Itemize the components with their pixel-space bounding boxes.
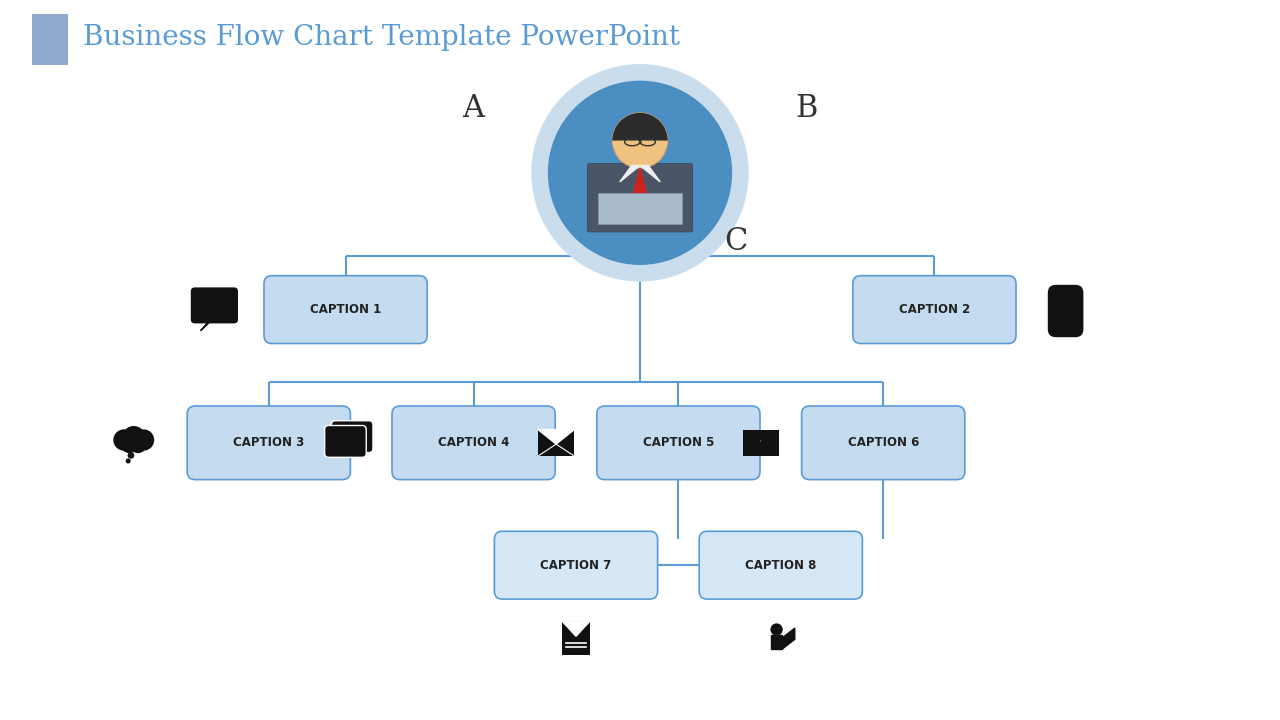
FancyBboxPatch shape	[1048, 285, 1083, 337]
Polygon shape	[782, 628, 795, 649]
Text: CAPTION 4: CAPTION 4	[438, 436, 509, 449]
Text: CAPTION 3: CAPTION 3	[233, 436, 305, 449]
Circle shape	[125, 459, 131, 464]
Text: CAPTION 7: CAPTION 7	[540, 559, 612, 572]
Circle shape	[114, 429, 134, 451]
Circle shape	[129, 435, 147, 453]
Text: Business Flow Chart Template PowerPoint: Business Flow Chart Template PowerPoint	[83, 24, 680, 51]
Wedge shape	[612, 113, 668, 140]
Text: A: A	[462, 92, 485, 124]
FancyBboxPatch shape	[801, 406, 965, 480]
Text: CAPTION 5: CAPTION 5	[643, 436, 714, 449]
FancyBboxPatch shape	[392, 406, 556, 480]
Text: CAPTION 1: CAPTION 1	[310, 303, 381, 316]
FancyBboxPatch shape	[32, 14, 68, 65]
Polygon shape	[538, 430, 575, 444]
FancyBboxPatch shape	[264, 276, 428, 343]
Polygon shape	[640, 166, 660, 182]
FancyBboxPatch shape	[699, 531, 863, 599]
Text: C: C	[724, 225, 748, 257]
FancyBboxPatch shape	[191, 287, 238, 323]
Text: @: @	[760, 441, 762, 442]
Circle shape	[122, 426, 146, 449]
FancyBboxPatch shape	[538, 430, 575, 456]
FancyBboxPatch shape	[187, 406, 351, 480]
Circle shape	[128, 452, 134, 459]
Circle shape	[771, 624, 783, 636]
Polygon shape	[632, 168, 648, 200]
Circle shape	[531, 64, 749, 282]
Text: CAPTION 2: CAPTION 2	[899, 303, 970, 316]
Polygon shape	[562, 621, 590, 636]
FancyBboxPatch shape	[588, 163, 692, 232]
Polygon shape	[620, 166, 640, 182]
Circle shape	[120, 435, 138, 453]
Polygon shape	[201, 320, 212, 330]
Polygon shape	[771, 635, 782, 649]
FancyBboxPatch shape	[596, 406, 760, 480]
Text: CAPTION 6: CAPTION 6	[847, 436, 919, 449]
Circle shape	[548, 81, 732, 265]
Text: B: B	[795, 92, 818, 124]
FancyBboxPatch shape	[494, 531, 658, 599]
Text: CAPTION 8: CAPTION 8	[745, 559, 817, 572]
FancyBboxPatch shape	[852, 276, 1016, 343]
FancyBboxPatch shape	[332, 420, 372, 453]
FancyBboxPatch shape	[598, 193, 682, 225]
FancyBboxPatch shape	[325, 426, 366, 457]
FancyBboxPatch shape	[742, 430, 780, 456]
FancyBboxPatch shape	[562, 621, 590, 654]
Circle shape	[612, 113, 668, 168]
Circle shape	[133, 429, 154, 451]
